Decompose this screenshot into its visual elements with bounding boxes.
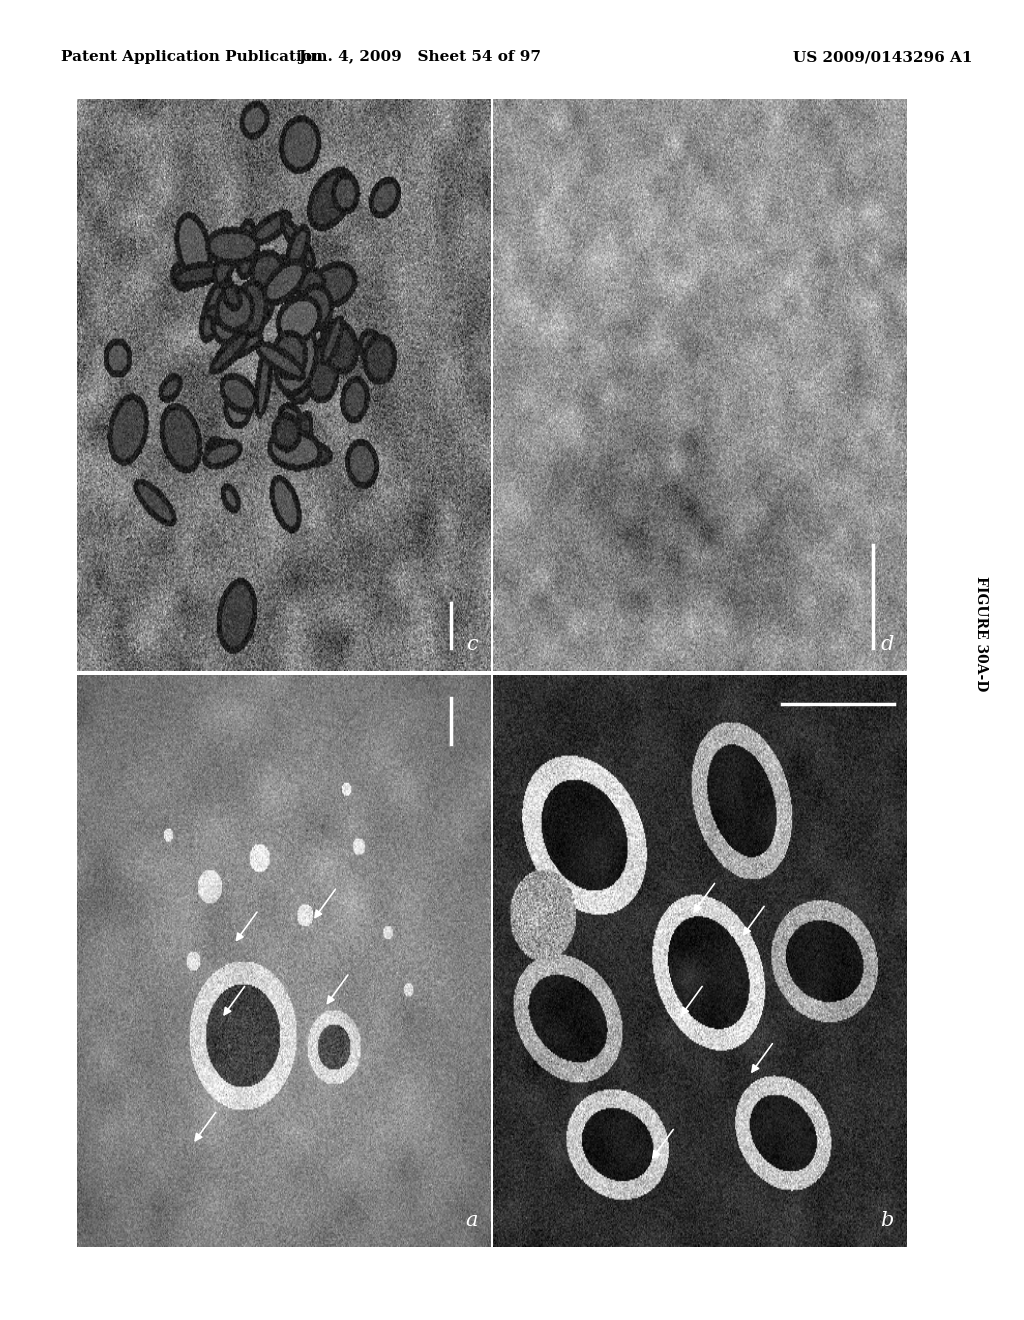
Text: US 2009/0143296 A1: US 2009/0143296 A1 bbox=[794, 50, 973, 65]
Text: b: b bbox=[881, 1212, 894, 1230]
Text: FIGURE 30A-D: FIGURE 30A-D bbox=[974, 576, 988, 692]
Text: d: d bbox=[881, 635, 894, 653]
Text: c: c bbox=[466, 635, 477, 653]
Text: a: a bbox=[465, 1212, 477, 1230]
Text: Jun. 4, 2009   Sheet 54 of 97: Jun. 4, 2009 Sheet 54 of 97 bbox=[298, 50, 542, 65]
Text: Patent Application Publication: Patent Application Publication bbox=[61, 50, 324, 65]
